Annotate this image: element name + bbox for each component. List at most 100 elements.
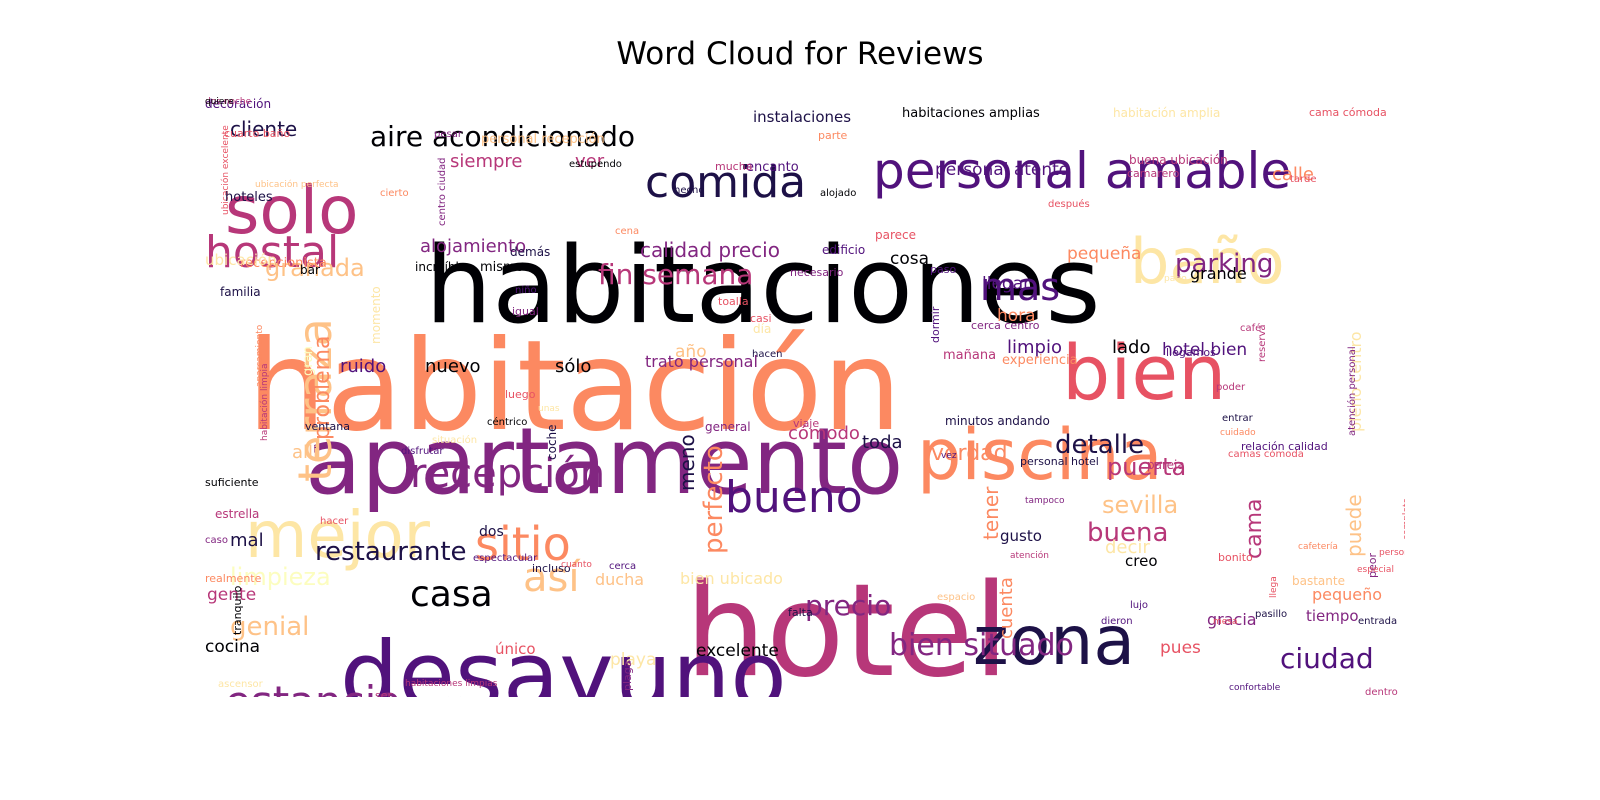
word-estupendo: estupendo bbox=[569, 159, 622, 170]
word-parece: parece bbox=[875, 228, 916, 242]
word-luego: luego bbox=[505, 388, 536, 401]
word-ubicacion-excelente: ubicación excelente bbox=[220, 125, 231, 215]
word-cierto: cierto bbox=[380, 188, 409, 199]
word-bonito: bonito bbox=[1218, 551, 1253, 564]
word-hotel: hotel bbox=[685, 557, 1009, 697]
word-centro-ciudad: centro ciudad bbox=[437, 157, 448, 226]
word-restaurante: restaurante bbox=[315, 537, 467, 567]
word-completo: completo bbox=[1402, 497, 1405, 540]
word-comida: comida bbox=[645, 157, 806, 208]
word-cuarto-bano: cuarto baño bbox=[224, 127, 291, 140]
word-espectacular: espectacular bbox=[473, 553, 538, 564]
word-entrar: entrar bbox=[1222, 413, 1254, 424]
word-apartamento: apartamento bbox=[305, 408, 903, 515]
word-alojamiento: alojamiento bbox=[420, 236, 526, 257]
word-experiencia: experiencia bbox=[1002, 353, 1078, 368]
word-tener: tener bbox=[979, 486, 1003, 540]
word-personal-agradable: personal agradable bbox=[1379, 548, 1405, 558]
word-realmente: realmente bbox=[205, 572, 262, 585]
word-instalaciones: instalaciones bbox=[753, 108, 851, 126]
word-igual: igual bbox=[512, 305, 539, 318]
word-recepcion: recepción bbox=[410, 451, 605, 497]
word-ruido: ruido bbox=[340, 356, 386, 377]
word-ser: ser bbox=[375, 689, 392, 697]
word-familia: familia bbox=[220, 285, 261, 299]
word-habitacion-limpia: habitación limpia bbox=[259, 364, 270, 442]
word-cena: cena bbox=[615, 226, 639, 237]
word-habitaciones: habitaciones bbox=[425, 224, 1101, 347]
word-solo: sólo bbox=[555, 356, 591, 377]
word-habitacion: habitación bbox=[247, 314, 902, 459]
word-increible: increíble bbox=[415, 260, 466, 274]
word-dieron: dieron bbox=[1101, 616, 1133, 627]
word-dia: día bbox=[1080, 692, 1193, 697]
word-precio: precio bbox=[805, 589, 891, 622]
word-buena: buena bbox=[1087, 518, 1168, 548]
word-pequena: pequeña bbox=[1067, 244, 1141, 264]
word-coche: coche bbox=[545, 424, 559, 460]
word-mas: mas bbox=[980, 265, 1060, 309]
word-cuidado: cuidado bbox=[1220, 428, 1256, 438]
word-centrico: céntrico bbox=[487, 416, 527, 428]
word-encanto: encanto bbox=[746, 160, 799, 175]
word-personal-hotel: personal hotel bbox=[1020, 455, 1099, 468]
word-hacer: hacer bbox=[320, 516, 349, 527]
word-habitacion-amplia: habitación amplia bbox=[1113, 106, 1220, 120]
word-confortable: confortable bbox=[1229, 683, 1281, 693]
word-bastante: bastante bbox=[1292, 574, 1345, 588]
word-disfrutar: disfrutar bbox=[401, 446, 444, 457]
word-hoteles: hoteles bbox=[225, 190, 273, 205]
word-pesar: pesar bbox=[434, 129, 463, 140]
word-estrella: estrella bbox=[215, 507, 259, 521]
word-terraza: terraza bbox=[288, 318, 342, 482]
word-llega: llega bbox=[1269, 576, 1279, 598]
word-lujo: lujo bbox=[1130, 600, 1148, 611]
word-lado: lado bbox=[1112, 337, 1150, 358]
word-entrada: entrada bbox=[1358, 616, 1397, 627]
word-aire-acondicionado: aire acondicionado bbox=[370, 120, 635, 153]
word-incluso: incluso bbox=[532, 562, 571, 575]
word-hacen: hacen bbox=[752, 349, 782, 360]
word-cerca: cerca bbox=[609, 561, 636, 572]
word-demas: demás bbox=[510, 245, 550, 259]
word-casi: casi bbox=[750, 312, 772, 325]
word-perfecto: perfecto bbox=[699, 445, 729, 554]
word-parking: parking bbox=[1175, 249, 1273, 279]
word-viaje: viaje bbox=[793, 417, 819, 430]
word-cuenta: cuenta bbox=[996, 577, 1017, 639]
word-aparcamiento: aparcamiento bbox=[255, 324, 265, 387]
word-cerca-centro: cerca centro bbox=[971, 319, 1040, 332]
word-parte: parte bbox=[818, 129, 848, 142]
word-buena-ubicacion: buena ubicación bbox=[1129, 153, 1228, 167]
word-limpieza: limpieza bbox=[230, 563, 331, 591]
word-manana: mañana bbox=[943, 348, 996, 363]
word-alli: allí bbox=[292, 442, 319, 463]
word-habitaciones-limpias: habitaciones limpias bbox=[405, 679, 498, 689]
word-vez: vez bbox=[941, 451, 957, 461]
word-hostal: hostal bbox=[205, 227, 339, 278]
word-siempre: siempre bbox=[450, 151, 523, 172]
word-necesario: necesario bbox=[790, 266, 844, 279]
word-cuanto: cuanto bbox=[561, 560, 592, 570]
word-reserva: reserva bbox=[1257, 324, 1268, 362]
word-peor: peor bbox=[1366, 553, 1379, 578]
word-dos-noche: dos noche bbox=[205, 97, 252, 107]
word-decoracion: decoración bbox=[205, 97, 271, 111]
word-persona: persona bbox=[475, 687, 637, 697]
word-ver: ver bbox=[575, 151, 605, 172]
word-dormir: dormir bbox=[929, 306, 942, 343]
word-pleno-centro: pleno centro bbox=[1346, 331, 1365, 432]
word-caso: caso bbox=[205, 535, 228, 546]
word-tiempo: tiempo bbox=[1306, 607, 1359, 625]
word-fin-semana: fin semana bbox=[598, 258, 753, 291]
word-cosa: cosa bbox=[890, 249, 929, 269]
word-gusto: gusto bbox=[1000, 527, 1042, 545]
word-meno: meno bbox=[675, 434, 699, 491]
word-sitio: sitio bbox=[475, 517, 571, 571]
word-toda: toda bbox=[862, 432, 903, 453]
word-calidad-precio: calidad precio bbox=[640, 238, 780, 262]
word-mesa: mesa bbox=[1213, 617, 1238, 627]
word-general: general bbox=[705, 420, 751, 434]
word-camas-comoda: camas cómoda bbox=[1228, 448, 1304, 460]
word-recepcionista: recepcionista bbox=[240, 256, 327, 271]
